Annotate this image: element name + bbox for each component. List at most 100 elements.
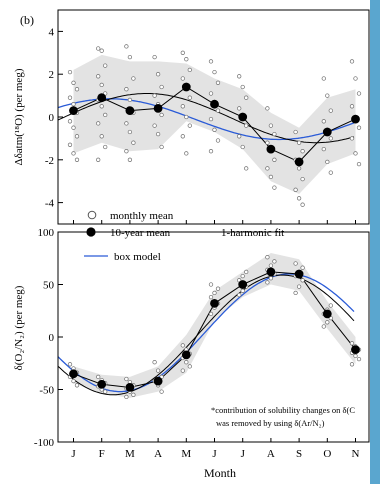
monthly-mean-point	[99, 134, 104, 139]
monthly-mean-point	[124, 87, 129, 92]
monthly-mean-point	[349, 362, 355, 367]
monthly-mean-point	[99, 48, 104, 53]
monthly-mean-point	[272, 259, 277, 264]
monthly-mean-point	[131, 140, 136, 145]
monthly-mean-point	[244, 166, 249, 171]
monthly-mean-point	[265, 140, 270, 145]
monthly-mean-point	[184, 151, 189, 156]
legend-monthly-mean-marker	[87, 210, 97, 220]
monthly-mean-point	[71, 378, 76, 384]
ten-year-mean-point	[125, 106, 135, 115]
monthly-mean-point	[349, 104, 355, 109]
monthly-mean-point	[240, 144, 245, 150]
monthly-mean-point	[349, 136, 355, 141]
top-panel-band-layer	[73, 54, 356, 195]
monthly-mean-point	[265, 166, 270, 171]
y-tick-label: 50	[43, 280, 55, 292]
monthly-mean-point	[356, 125, 362, 130]
monthly-mean-point	[127, 54, 133, 60]
monthly-mean-point	[356, 161, 362, 167]
bottom-panel-axes-layer: -100 -50 0 50 100 J F M A M J J A S O N	[34, 227, 370, 460]
monthly-mean-point	[321, 324, 326, 329]
monthly-mean-point	[152, 360, 157, 365]
monthly-mean-point	[180, 76, 185, 81]
monthly-mean-point	[328, 108, 333, 113]
monthly-mean-point	[159, 112, 164, 118]
monthly-mean-point	[96, 121, 101, 126]
monthly-mean-point	[159, 144, 164, 150]
monthly-mean-point	[215, 80, 221, 85]
monthly-mean-point	[152, 54, 157, 60]
monthly-mean-point	[71, 125, 76, 130]
monthly-mean-point	[67, 95, 73, 100]
monthly-mean-point	[240, 273, 245, 279]
monthly-mean-point	[325, 93, 330, 98]
x-tick-label: M	[125, 448, 135, 460]
top-panel-y-axis-label: Δδatm(¹⁸O) (per meg)	[13, 68, 25, 165]
ten-year-mean-point	[97, 93, 107, 103]
monthly-mean-point	[328, 303, 333, 308]
monthly-mean-point	[67, 69, 73, 75]
monthly-mean-point	[180, 134, 185, 139]
monthly-mean-point	[103, 389, 108, 394]
ten-year-mean-point	[266, 267, 276, 277]
monthly-mean-point	[74, 157, 80, 162]
monthly-mean-point	[325, 159, 330, 165]
monthly-mean-point	[71, 102, 76, 107]
monthly-mean-point	[240, 288, 245, 293]
ten-year-mean-point	[294, 269, 304, 279]
monthly-mean-point	[99, 82, 104, 88]
monthly-mean-point	[237, 106, 242, 111]
monthly-mean-point	[99, 104, 104, 109]
monthly-mean-point	[265, 280, 270, 285]
monthly-mean-point	[328, 136, 333, 141]
monthly-mean-point	[74, 87, 80, 92]
legend: monthly mean 10-year mean 1-harmonic fit…	[74, 210, 284, 263]
monthly-mean-point	[124, 394, 129, 400]
monthly-mean-point	[152, 93, 157, 98]
monthly-mean-point	[212, 290, 217, 296]
monthly-mean-point	[180, 343, 185, 348]
ten-year-mean-point	[181, 350, 191, 360]
monthly-mean-point	[187, 67, 192, 73]
monthly-mean-point	[155, 72, 161, 77]
monthly-mean-point	[296, 196, 302, 201]
monthly-mean-point	[296, 140, 302, 145]
bottom-panel-points-layer	[67, 255, 362, 400]
monthly-mean-point	[103, 63, 108, 68]
legend-ten-year-mean-label: 10-year mean	[110, 227, 171, 239]
box-model-curve	[57, 98, 355, 141]
monthly-mean-point	[212, 127, 217, 132]
monthly-mean-point	[300, 278, 305, 283]
ten-year-mean-point	[294, 157, 304, 167]
monthly-mean-point	[159, 84, 164, 90]
monthly-mean-point	[67, 362, 73, 367]
monthly-mean-point	[96, 374, 101, 380]
monthly-mean-point	[208, 59, 214, 64]
monthly-mean-point	[215, 108, 221, 113]
y-tick-label: 4	[49, 26, 55, 38]
monthly-mean-point	[67, 119, 73, 124]
monthly-mean-point	[272, 131, 277, 137]
x-tick-label: O	[323, 448, 331, 460]
monthly-mean-point	[187, 364, 192, 369]
y-tick-label: 2	[49, 69, 55, 81]
monthly-mean-point	[325, 320, 330, 325]
right-window-edge	[370, 0, 380, 484]
y-tick-label: 0	[49, 112, 55, 124]
x-tick-label: N	[352, 448, 360, 460]
monthly-mean-point	[215, 286, 221, 291]
monthly-mean-point	[208, 311, 214, 317]
monthly-mean-point	[208, 282, 214, 287]
x-tick-label: M	[181, 448, 191, 460]
monthly-mean-point	[293, 261, 298, 266]
ten-year-mean-point	[238, 112, 248, 122]
x-tick-label: J	[212, 448, 217, 460]
ten-year-mean-point	[210, 299, 219, 308]
monthly-mean-point	[124, 376, 129, 382]
ten-year-mean-point	[351, 114, 360, 124]
monthly-mean-point	[300, 176, 305, 182]
ten-year-mean-point	[69, 106, 78, 115]
monthly-mean-point	[152, 123, 157, 128]
monthly-mean-point	[293, 290, 298, 296]
